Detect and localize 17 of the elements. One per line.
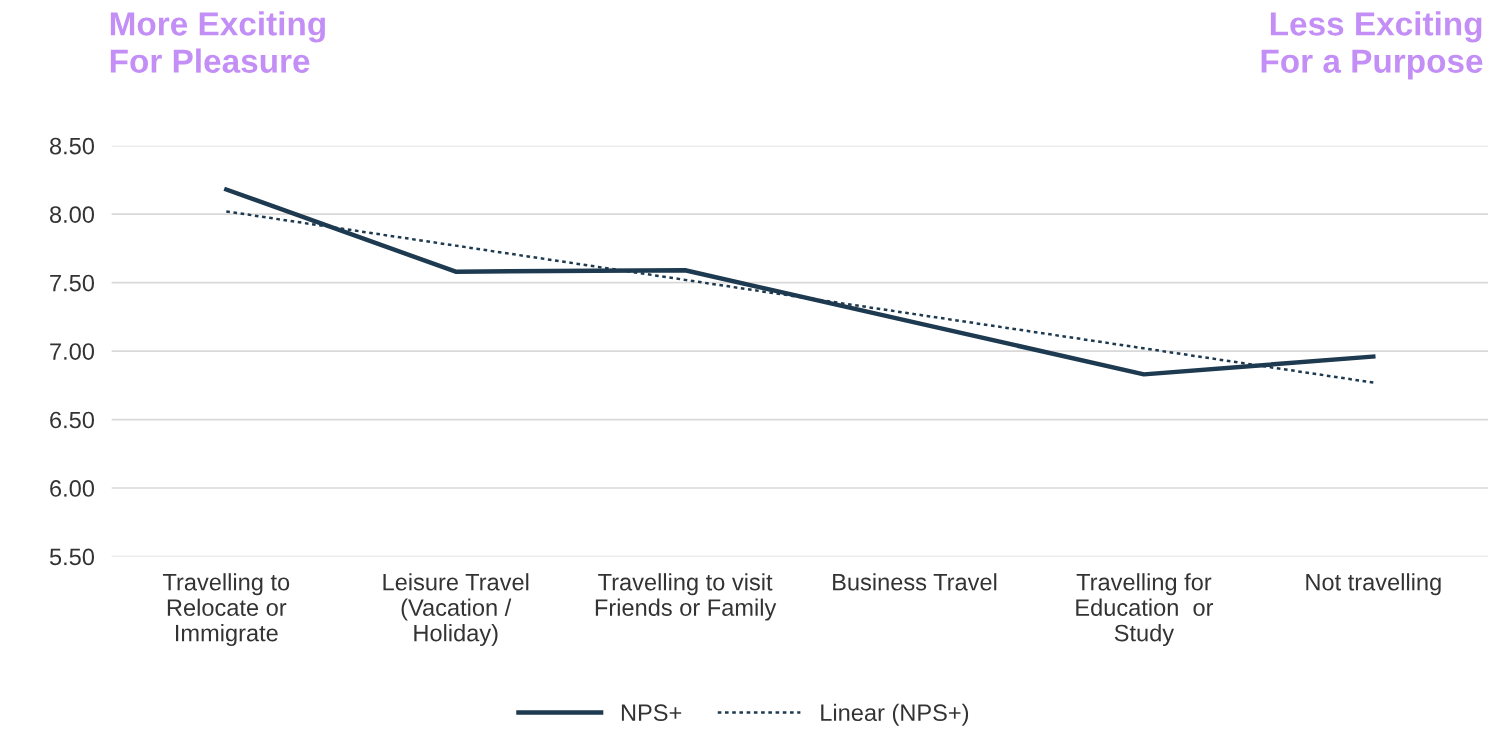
x-tick-label: Business Travel [833, 573, 997, 591]
legend-label: NPS+ [621, 704, 682, 722]
y-tick-label: 6.00 [50, 480, 95, 497]
y-tick-label: 8.00 [50, 206, 95, 223]
x-tick-label: Travelling to visit Friends or Family [595, 573, 777, 621]
y-tick-label: 7.50 [50, 274, 95, 292]
y-tick-label: 7.00 [50, 343, 95, 360]
y-tick-label: 8.50 [50, 137, 95, 155]
x-tick-label: Travelling for Education or Study [1076, 573, 1214, 647]
y-tick-label: 6.50 [50, 411, 95, 429]
y-tick-label: 5.50 [49, 548, 95, 566]
text: More Exciting For Pleasure [110, 11, 325, 73]
x-tick-label: Not travelling [1306, 573, 1441, 596]
text: Less Exciting For a Purpose [1261, 11, 1483, 80]
x-tick-label: Leisure Travel (Vacation / Holiday) [383, 573, 529, 647]
x-tick-label: Travelling to Relocate or Immigrate [162, 573, 290, 647]
legend-label: Linear (NPS+) [821, 703, 969, 726]
